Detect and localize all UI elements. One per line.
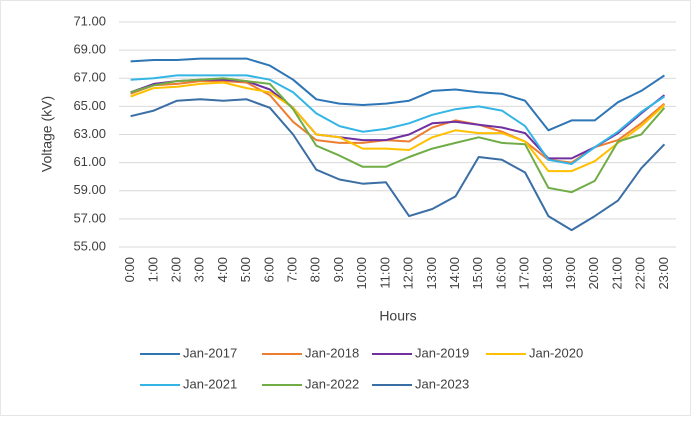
y-tick-label: 71.00	[73, 13, 106, 28]
y-axis-title: Voltage (kV)	[39, 96, 55, 172]
x-tick-label: 20:00	[586, 257, 601, 290]
x-tick-label: 15:00	[470, 257, 485, 290]
series-line	[130, 98, 666, 232]
x-tick-label: 23:00	[656, 257, 671, 290]
series-line	[130, 78, 666, 160]
legend-label: Jan-2021	[183, 376, 237, 391]
x-tick-label: 11:00	[377, 257, 392, 289]
chart-frame	[0, 0, 691, 416]
series-line	[130, 57, 665, 132]
x-tick-label: 7:00	[285, 257, 300, 282]
y-tick-label: 67.00	[73, 70, 106, 85]
x-tick-label: 1:00	[145, 257, 160, 282]
y-tick-label: 65.00	[73, 98, 106, 113]
series-line	[130, 77, 666, 194]
y-tick-label: 61.00	[73, 154, 106, 169]
x-axis-title: Hours	[379, 308, 416, 324]
x-tick-label: 22:00	[633, 257, 648, 290]
legend-label: Jan-2020	[529, 345, 583, 360]
y-tick-label: 59.00	[73, 182, 106, 197]
x-tick-label: 18:00	[540, 257, 555, 290]
x-tick-label: 0:00	[122, 257, 137, 282]
x-tick-label: 4:00	[215, 257, 230, 282]
legend-label: Jan-2019	[415, 345, 469, 360]
y-tick-label: 63.00	[73, 126, 106, 141]
x-tick-label: 3:00	[192, 257, 207, 282]
x-tick-label: 19:00	[563, 257, 578, 290]
x-tick-label: 5:00	[238, 257, 253, 282]
x-tick-label: 6:00	[261, 257, 276, 282]
legend-label: Jan-2023	[415, 376, 469, 391]
y-tick-label: 69.00	[73, 42, 106, 57]
x-tick-label: 10:00	[354, 257, 369, 290]
x-tick-label: 21:00	[609, 257, 624, 290]
x-tick-label: 17:00	[517, 257, 532, 290]
legend-label: Jan-2017	[183, 345, 237, 360]
legend-label: Jan-2018	[305, 345, 359, 360]
legend-label: Jan-2022	[305, 376, 359, 391]
y-tick-label: 57.00	[73, 210, 106, 225]
y-tick-label: 55.00	[73, 238, 106, 253]
x-tick-label: 12:00	[401, 257, 416, 290]
x-tick-label: 2:00	[168, 257, 183, 282]
series-line	[130, 74, 665, 165]
x-tick-label: 14:00	[447, 257, 462, 290]
series-line	[130, 81, 666, 173]
x-tick-label: 13:00	[424, 257, 439, 290]
x-tick-label: 16:00	[493, 257, 508, 290]
x-tick-label: 9:00	[331, 257, 346, 282]
x-tick-label: 8:00	[308, 257, 323, 282]
